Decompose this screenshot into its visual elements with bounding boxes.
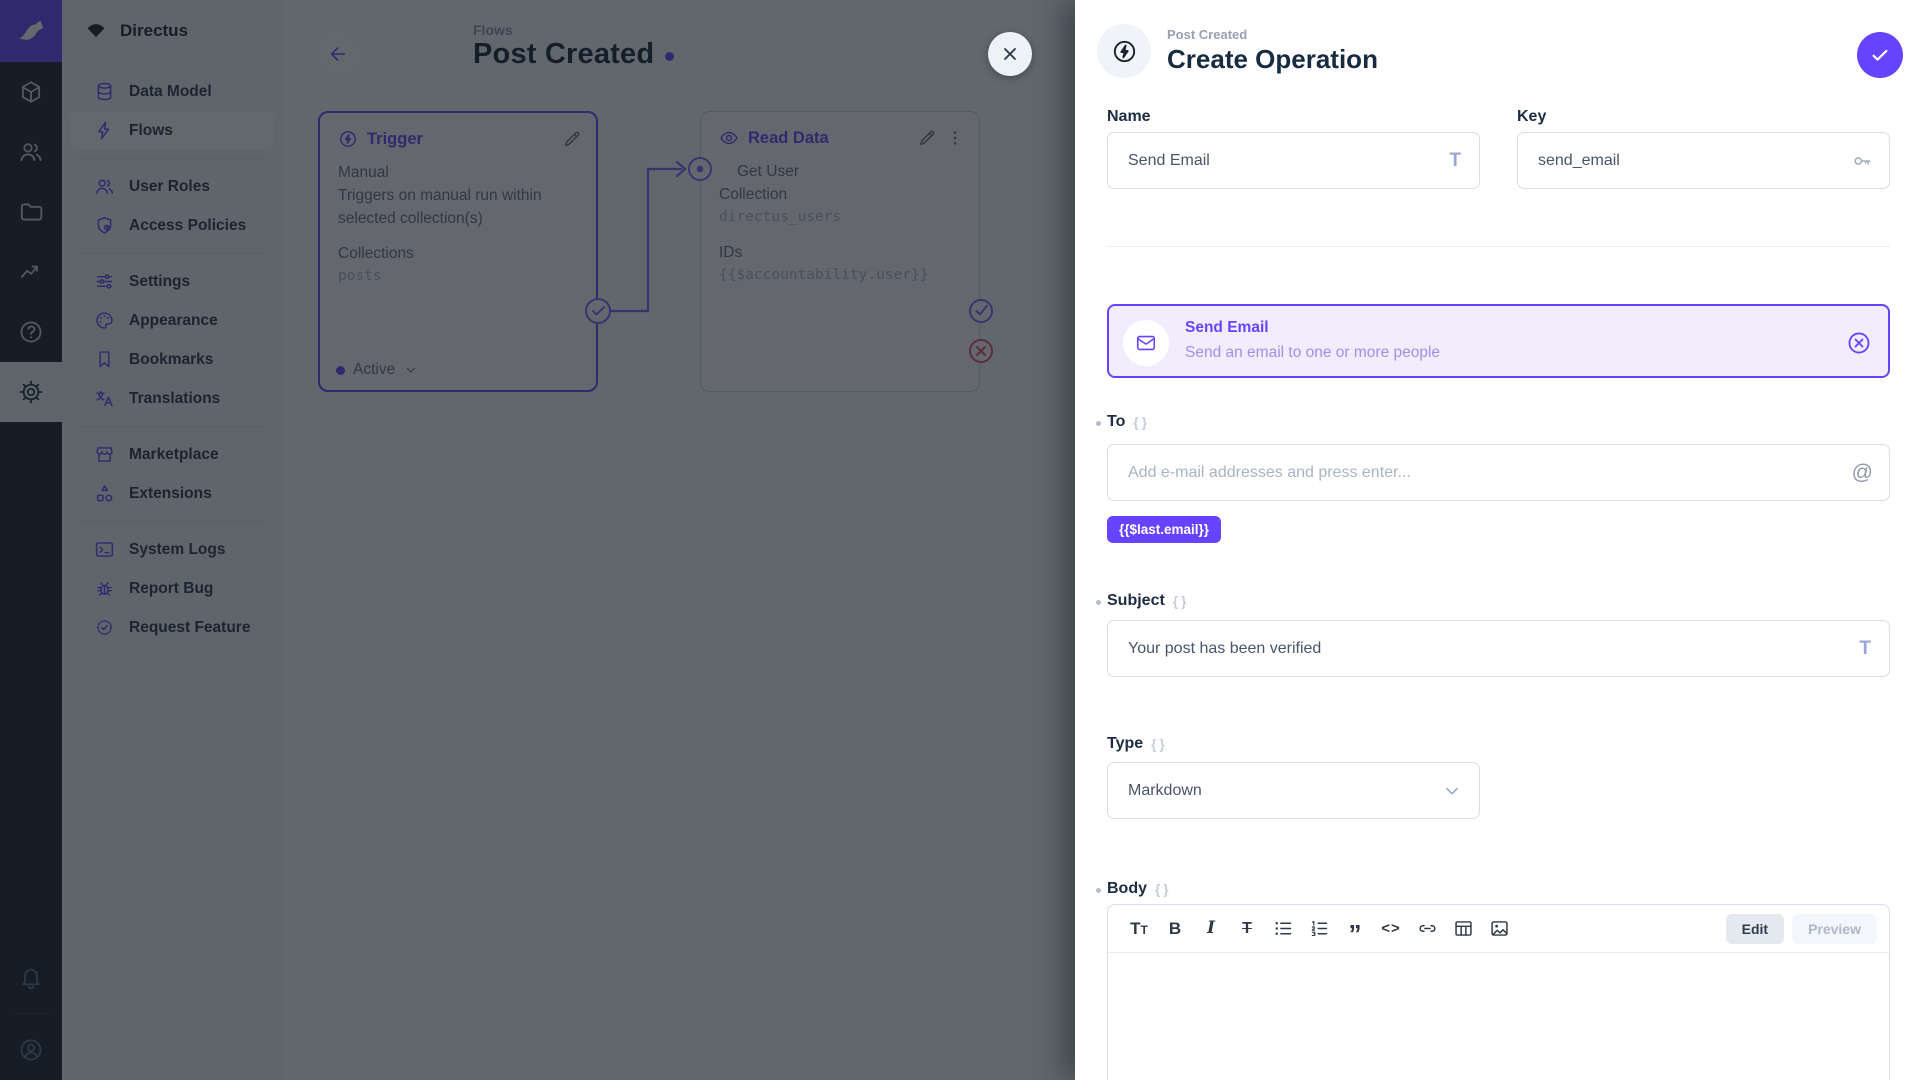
- subject-label-row: Subject { }: [1096, 592, 1188, 610]
- drawer-breadcrumb: Post Created: [1167, 27, 1248, 42]
- key-icon: [1851, 150, 1873, 172]
- image-icon: [1489, 918, 1510, 939]
- title-case-icon: T: [1859, 637, 1871, 659]
- type-label: Type: [1107, 735, 1144, 752]
- mail-icon-circle: [1123, 320, 1169, 366]
- raw-value-toggle-icon[interactable]: { }: [1172, 593, 1188, 609]
- required-dot: [1096, 421, 1101, 426]
- key-label-row: Key: [1517, 108, 1546, 126]
- image-button[interactable]: [1482, 912, 1516, 946]
- close-drawer-button[interactable]: [988, 32, 1032, 76]
- code-icon: <>: [1381, 920, 1401, 937]
- ul-icon: [1273, 918, 1294, 939]
- email-variable-chip[interactable]: {{$last.email}}: [1107, 516, 1222, 543]
- save-button[interactable]: [1857, 32, 1903, 78]
- preview-mode-button[interactable]: Preview: [1792, 913, 1877, 944]
- required-dot: [1096, 888, 1101, 893]
- type-label-row: Type { }: [1107, 735, 1166, 753]
- name-label-row: Name: [1107, 108, 1151, 126]
- numbered-list-button[interactable]: [1302, 912, 1336, 946]
- type-select-value: [1108, 763, 1441, 818]
- name-field: T: [1107, 132, 1480, 189]
- title-case-icon: T: [1449, 149, 1461, 171]
- body-textarea[interactable]: [1108, 953, 1889, 965]
- to-field: @: [1107, 444, 1890, 501]
- type-select[interactable]: [1107, 762, 1480, 819]
- tt-icon: TT: [1130, 918, 1148, 938]
- check-icon: [1869, 44, 1891, 66]
- deselect-operation-icon[interactable]: [1846, 330, 1872, 356]
- bold-icon: B: [1168, 919, 1182, 938]
- key-field: [1517, 132, 1890, 189]
- name-input[interactable]: [1108, 133, 1450, 188]
- chevron-down-icon: [1441, 780, 1463, 802]
- link-icon: [1417, 918, 1438, 939]
- italic-icon: I: [1207, 918, 1215, 938]
- drawer-backdrop[interactable]: [0, 0, 1075, 1080]
- drawer-title: Create Operation: [1167, 44, 1378, 74]
- bullet-list-button[interactable]: [1266, 912, 1300, 946]
- code-button[interactable]: <>: [1374, 912, 1408, 946]
- operation-card-title: Send Email: [1185, 319, 1269, 336]
- markdown-toolbar: TT B I T ”: [1108, 905, 1889, 953]
- to-label: To: [1107, 413, 1126, 430]
- table-icon: [1453, 918, 1474, 939]
- raw-value-toggle-icon[interactable]: { }: [1155, 881, 1170, 897]
- section-divider: [1107, 246, 1890, 247]
- link-button[interactable]: [1410, 912, 1444, 946]
- strike-icon: T: [1242, 919, 1252, 937]
- bolt-circle-icon: [1111, 38, 1138, 65]
- send-email-operation-card[interactable]: Send Email Send an email to one or more …: [1107, 304, 1890, 378]
- to-input[interactable]: [1108, 445, 1852, 500]
- to-label-row: To { }: [1096, 413, 1148, 431]
- subject-field: T: [1107, 620, 1890, 677]
- name-label: Name: [1107, 108, 1151, 125]
- edit-mode-button[interactable]: Edit: [1725, 913, 1785, 944]
- close-icon: [1000, 44, 1020, 64]
- strikethrough-button[interactable]: T: [1230, 912, 1264, 946]
- ol-icon: [1309, 918, 1330, 939]
- raw-value-toggle-icon[interactable]: { }: [1133, 414, 1148, 430]
- body-label-row: Body { }: [1096, 880, 1170, 898]
- key-label: Key: [1517, 108, 1547, 125]
- italic-button[interactable]: I: [1194, 912, 1228, 946]
- create-operation-drawer: Post Created Create Operation Name T Key: [1075, 0, 1920, 1080]
- drawer-header-icon-circle: [1097, 24, 1151, 78]
- body-editor: TT B I T ”: [1107, 904, 1890, 1080]
- mail-icon: [1135, 332, 1157, 354]
- operation-card-subtitle: Send an email to one or more people: [1185, 344, 1441, 361]
- raw-value-toggle-icon[interactable]: { }: [1151, 736, 1166, 752]
- required-dot: [1096, 600, 1101, 605]
- table-button[interactable]: [1446, 912, 1480, 946]
- bold-button[interactable]: B: [1158, 912, 1192, 946]
- body-label: Body: [1107, 880, 1147, 897]
- subject-input[interactable]: [1108, 621, 1860, 676]
- subject-label: Subject: [1107, 592, 1165, 609]
- key-input[interactable]: [1518, 133, 1851, 188]
- at-icon: @: [1851, 460, 1873, 484]
- quote-icon: ”: [1348, 918, 1362, 949]
- blockquote-button[interactable]: ”: [1338, 912, 1372, 949]
- heading-button[interactable]: TT: [1122, 912, 1156, 946]
